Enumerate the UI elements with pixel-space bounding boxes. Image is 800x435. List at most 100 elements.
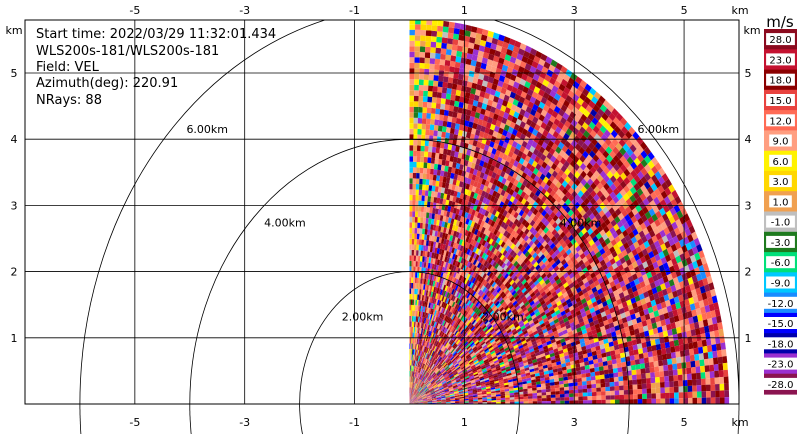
velocity-bin — [429, 229, 433, 236]
velocity-bin — [485, 282, 490, 289]
velocity-bin — [450, 313, 454, 319]
velocity-bin — [430, 326, 434, 332]
velocity-bin — [421, 382, 425, 388]
velocity-bin — [593, 290, 599, 298]
velocity-bin — [477, 165, 483, 172]
velocity-bin — [504, 258, 509, 265]
velocity-bin — [519, 312, 525, 318]
velocity-bin — [465, 319, 470, 325]
velocity-bin — [504, 179, 511, 187]
velocity-bin — [414, 390, 418, 396]
velocity-bin — [446, 256, 450, 263]
velocity-bin — [514, 394, 519, 398]
velocity-bin — [494, 308, 500, 314]
velocity-bin — [472, 393, 478, 396]
velocity-bin — [411, 371, 413, 377]
velocity-bin — [498, 163, 505, 171]
velocity-bin — [439, 215, 444, 222]
velocity-bin — [451, 247, 455, 254]
velocity-bin — [488, 317, 494, 323]
velocity-bin — [473, 292, 478, 299]
velocity-bin — [553, 371, 559, 376]
velocity-bin — [581, 227, 588, 235]
velocity-bin — [474, 163, 480, 171]
velocity-bin — [608, 234, 615, 242]
velocity-bin — [578, 259, 585, 267]
velocity-bin — [474, 360, 479, 365]
velocity-bin — [488, 374, 494, 378]
velocity-bin — [481, 292, 486, 299]
velocity-bin — [449, 355, 454, 360]
velocity-bin — [580, 186, 588, 194]
velocity-bin — [532, 222, 538, 230]
velocity-bin — [424, 273, 427, 279]
velocity-bin — [459, 288, 464, 294]
velocity-bin — [412, 376, 414, 383]
velocity-bin — [496, 330, 502, 336]
velocity-bin — [423, 278, 427, 285]
velocity-bin — [414, 402, 419, 404]
velocity-bin — [436, 323, 440, 329]
velocity-bin — [546, 391, 551, 396]
velocity-bin — [419, 289, 422, 295]
velocity-bin — [436, 341, 440, 348]
velocity-bin — [477, 394, 483, 397]
velocity-bin — [470, 318, 475, 324]
velocity-bin — [422, 396, 427, 399]
velocity-bin — [413, 401, 419, 403]
velocity-bin — [438, 364, 442, 369]
velocity-bin — [650, 382, 656, 389]
velocity-bin — [412, 396, 416, 401]
velocity-bin — [541, 325, 547, 331]
velocity-bin — [536, 170, 543, 178]
velocity-bin — [439, 343, 443, 350]
velocity-bin — [473, 338, 478, 344]
velocity-bin — [582, 353, 588, 359]
velocity-bin — [424, 352, 427, 359]
velocity-bin — [417, 305, 420, 312]
velocity-bin — [441, 361, 446, 366]
velocity-bin — [486, 255, 491, 263]
velocity-bin — [475, 379, 480, 383]
velocity-bin — [410, 354, 411, 360]
velocity-bin — [420, 294, 423, 301]
velocity-bin — [500, 389, 505, 393]
velocity-bin — [422, 384, 427, 389]
velocity-bin — [550, 355, 556, 361]
velocity-bin — [464, 120, 470, 127]
velocity-bin — [431, 152, 436, 159]
velocity-bin — [460, 263, 465, 270]
velocity-bin — [466, 355, 471, 360]
velocity-bin — [522, 248, 528, 255]
velocity-bin — [409, 401, 414, 404]
velocity-bin — [617, 367, 623, 373]
velocity-bin — [418, 401, 423, 403]
velocity-bin — [418, 300, 421, 306]
velocity-bin — [418, 379, 421, 385]
velocity-bin — [492, 190, 498, 198]
velocity-bin — [441, 313, 445, 320]
velocity-bin — [440, 331, 444, 337]
velocity-bin — [637, 305, 644, 312]
velocity-bin — [431, 191, 435, 197]
velocity-bin — [413, 261, 416, 267]
velocity-bin — [610, 399, 615, 404]
velocity-bin — [409, 401, 414, 404]
velocity-bin — [569, 396, 574, 401]
velocity-bin — [506, 193, 512, 201]
velocity-bin — [418, 402, 424, 404]
velocity-bin — [647, 306, 654, 314]
velocity-bin — [625, 258, 632, 267]
velocity-bin — [479, 183, 485, 191]
velocity-bin — [442, 339, 446, 346]
velocity-bin — [607, 337, 613, 343]
velocity-bin — [539, 173, 546, 181]
velocity-bin — [465, 377, 470, 381]
velocity-bin — [449, 390, 454, 393]
velocity-bin — [624, 326, 630, 333]
velocity-bin — [418, 90, 424, 97]
velocity-bin — [470, 191, 475, 198]
velocity-bin — [457, 305, 462, 312]
velocity-bin — [588, 303, 594, 310]
